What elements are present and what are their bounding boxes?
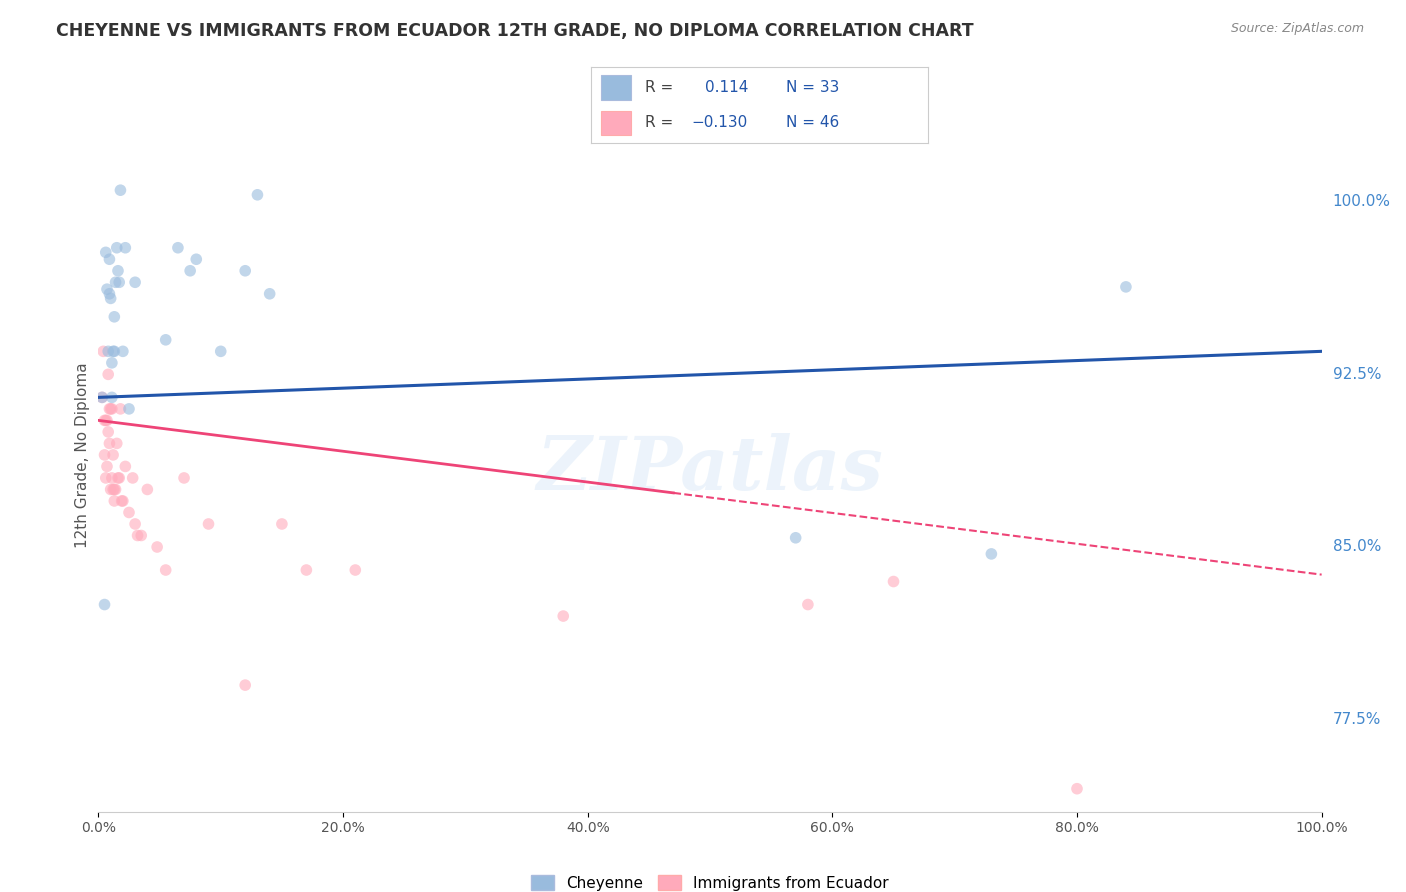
Point [167,241,190,255]
Point [111,494,134,508]
Text: 0.114: 0.114 [706,80,748,95]
Point [93,598,115,612]
Point [96,459,118,474]
Point [93,413,115,427]
Point [94,413,117,427]
Point [97,425,120,439]
Point [553,609,575,624]
Point [98,252,121,267]
Point [96,413,118,427]
Point [270,516,294,531]
Point [1115,280,1137,294]
Text: Source: ZipAtlas.com: Source: ZipAtlas.com [1230,22,1364,36]
Point [111,344,134,359]
Point [186,252,208,267]
Point [344,563,367,577]
Point [107,264,129,278]
Point [107,471,129,485]
Point [146,540,169,554]
FancyBboxPatch shape [600,111,631,136]
Point [97,368,120,382]
Point [295,563,318,577]
Point [94,471,117,485]
Point [111,494,134,508]
Text: CHEYENNE VS IMMIGRANTS FROM ECUADOR 12TH GRADE, NO DIPLOMA CORRELATION CHART: CHEYENNE VS IMMIGRANTS FROM ECUADOR 12TH… [56,22,974,40]
Text: N = 33: N = 33 [786,80,839,95]
Point [91,344,114,359]
Y-axis label: 12th Grade, No Diploma: 12th Grade, No Diploma [75,362,90,548]
Point [101,356,124,370]
Point [785,531,807,545]
Text: −0.130: −0.130 [692,115,748,129]
Text: R =: R = [644,115,672,129]
Point [101,483,124,497]
Point [233,678,256,692]
Point [118,401,141,416]
Text: 92.5%: 92.5% [1333,367,1381,382]
Point [98,436,121,450]
Point [97,344,120,359]
Point [101,401,124,416]
Text: ZIPatlas: ZIPatlas [537,433,883,506]
Point [98,401,121,416]
Text: 100.0%: 100.0% [1333,194,1391,210]
Point [197,516,219,531]
Point [108,471,131,485]
Text: 77.5%: 77.5% [1333,712,1381,727]
Point [104,275,127,289]
Point [209,344,232,359]
Point [100,401,122,416]
Point [118,506,141,520]
Point [101,448,124,462]
Text: R =: R = [644,80,672,95]
Point [103,310,125,324]
Point [93,448,115,462]
Point [179,264,201,278]
Point [105,241,128,255]
Point [105,436,128,450]
Point [91,390,114,404]
Point [121,471,143,485]
Point [110,401,132,416]
Legend: Cheyenne, Immigrants from Ecuador: Cheyenne, Immigrants from Ecuador [524,869,896,892]
Point [1066,781,1088,796]
Point [110,183,132,197]
Point [101,471,124,485]
Point [259,286,281,301]
Point [127,528,149,542]
Point [103,344,125,359]
Point [103,494,125,508]
Point [100,292,122,306]
Point [233,264,256,278]
Point [100,483,122,497]
Point [96,282,118,296]
Point [114,241,136,255]
Point [124,275,146,289]
FancyBboxPatch shape [600,75,631,100]
Point [129,528,152,542]
Text: 85.0%: 85.0% [1333,540,1381,555]
Point [246,187,269,202]
Point [173,471,195,485]
Point [155,333,177,347]
Point [98,286,121,301]
Point [883,574,905,589]
Point [91,390,114,404]
Point [101,344,124,359]
Point [104,483,127,497]
Point [155,563,177,577]
Point [103,483,125,497]
Point [980,547,1002,561]
Point [136,483,159,497]
Point [94,245,117,260]
Point [114,459,136,474]
Text: N = 46: N = 46 [786,115,839,129]
Point [108,275,131,289]
Point [101,390,124,404]
Point [124,516,146,531]
Point [797,598,820,612]
